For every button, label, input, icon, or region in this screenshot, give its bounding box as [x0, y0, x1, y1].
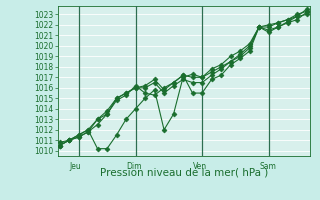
Text: Dim: Dim: [126, 162, 141, 171]
Text: Jeu: Jeu: [69, 162, 81, 171]
X-axis label: Pression niveau de la mer( hPa ): Pression niveau de la mer( hPa ): [100, 167, 268, 177]
Text: Sam: Sam: [259, 162, 276, 171]
Text: Ven: Ven: [193, 162, 207, 171]
